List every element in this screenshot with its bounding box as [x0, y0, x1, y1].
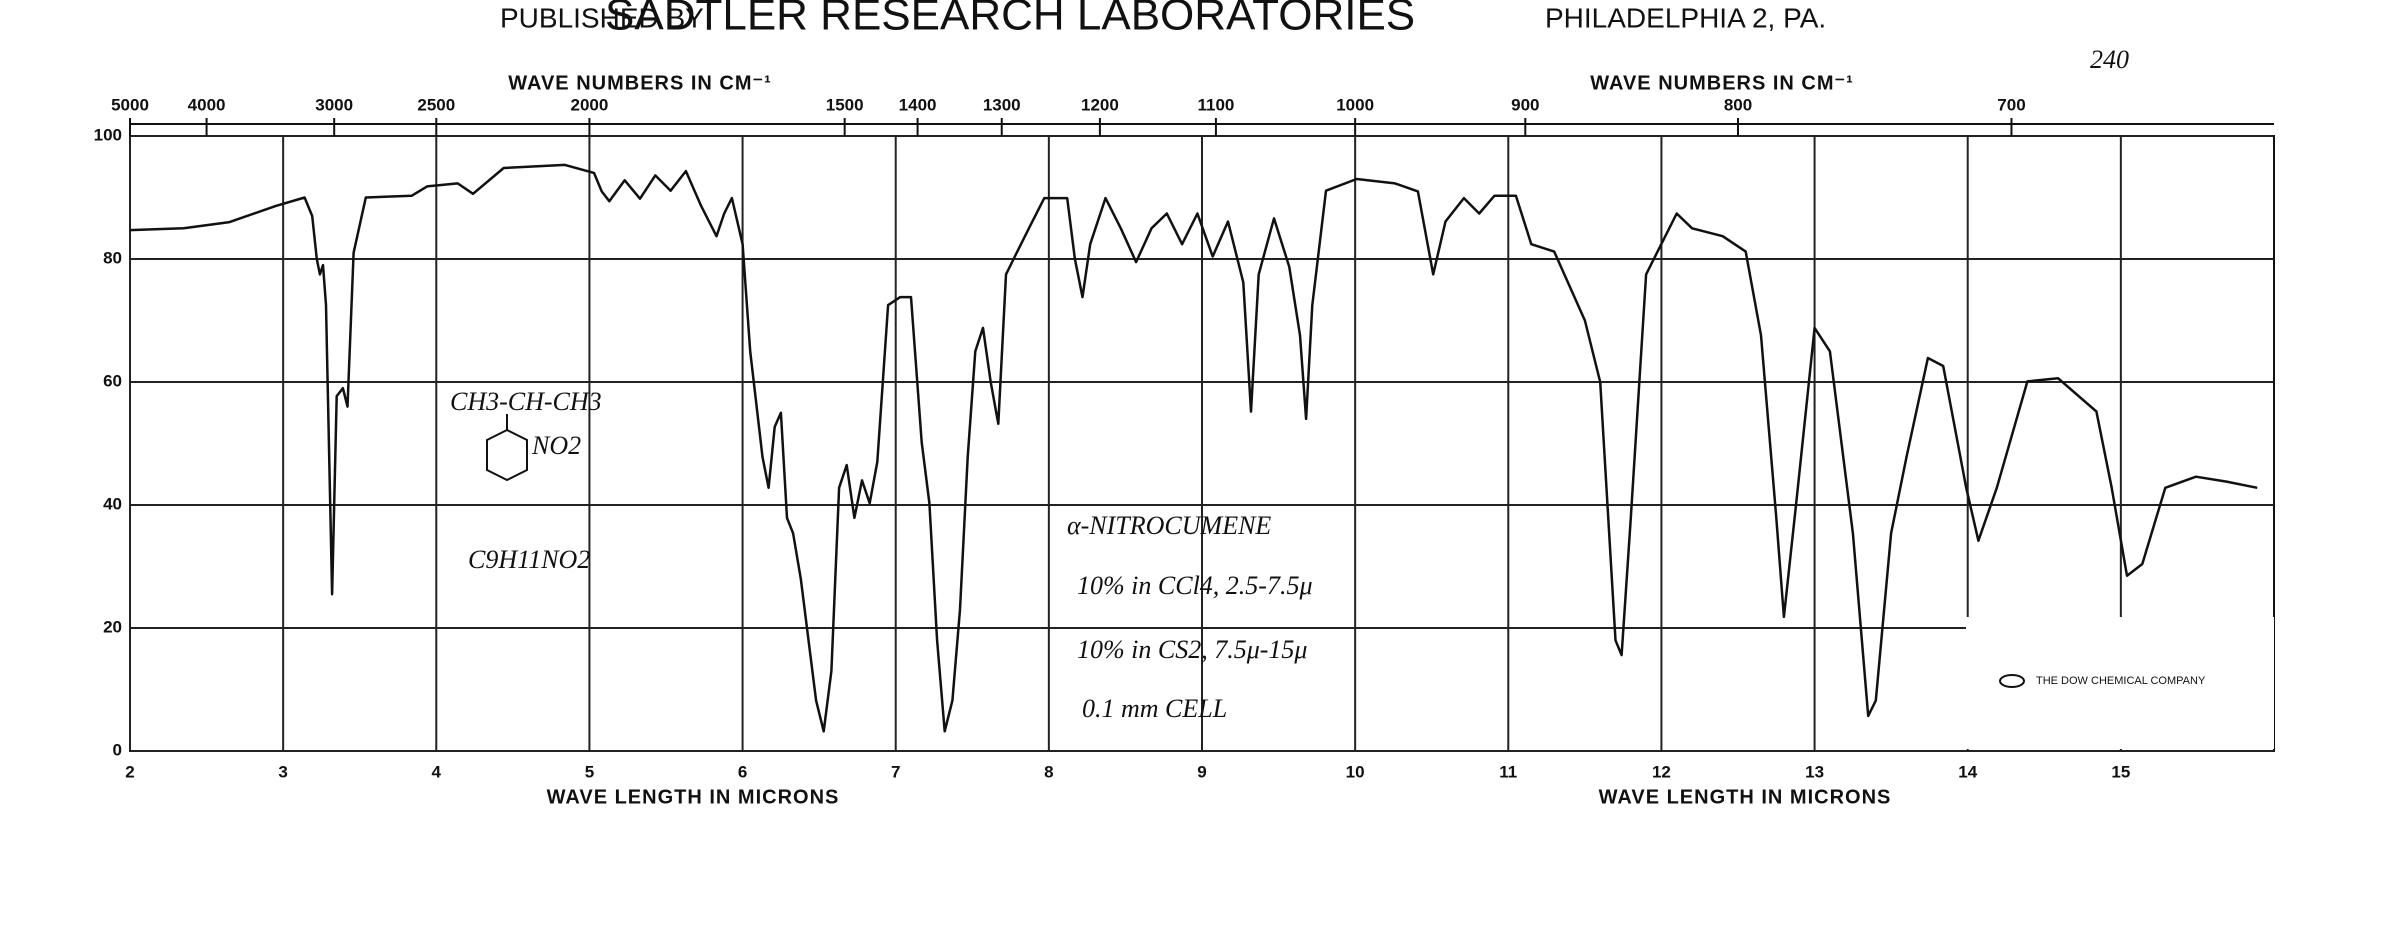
logo-text: THE DOW CHEMICAL COMPANY — [2036, 675, 2206, 687]
x2-tick-label: 1200 — [1081, 95, 1119, 114]
y-tick-label: 60 — [103, 371, 122, 390]
x-tick-label: 15 — [2111, 762, 2130, 781]
x2-tick-label: 5000 — [111, 95, 149, 114]
solvent-note: 10% in CCl4, 2.5-7.5μ — [1077, 571, 1313, 600]
benzene-ring — [486, 428, 528, 482]
compound-name: α-NITROCUMENE — [1067, 511, 1271, 540]
x-tick-label: 13 — [1805, 762, 1824, 781]
x-tick-label: 5 — [585, 762, 594, 781]
structure: CH3-CH-CH3 — [450, 387, 602, 416]
spectrum-line — [129, 163, 2258, 733]
x-tick-label: 12 — [1652, 762, 1671, 781]
formula: C9H11NO2 — [468, 545, 590, 574]
x-tick-label: 6 — [738, 762, 747, 781]
logo-box — [1966, 617, 2274, 749]
y-tick-label: 80 — [103, 248, 122, 267]
x-tick-label: 14 — [1958, 762, 1977, 781]
y-tick-label: 100 — [94, 125, 122, 144]
cell-note: 0.1 mm CELL — [1082, 694, 1227, 723]
x2-tick-label: 1300 — [983, 95, 1021, 114]
x-tick-label: 4 — [432, 762, 442, 781]
header-small: PHILADELPHIA 2, PA. — [1545, 2, 1826, 33]
y-tick-label: 40 — [103, 494, 122, 513]
x2-tick-label: 1000 — [1336, 95, 1374, 114]
x2-tick-label: 2000 — [571, 95, 609, 114]
y-tick-label: 0 — [113, 740, 122, 759]
x-axis-label: WAVE LENGTH IN MICRONS — [547, 786, 840, 808]
x-tick-label: 2 — [125, 762, 134, 781]
x-axis-label: WAVE LENGTH IN MICRONS — [1599, 786, 1892, 808]
x-tick-label: 9 — [1197, 762, 1206, 781]
header-small: PUBLISHED BY — [500, 2, 704, 33]
x-tick-label: 7 — [891, 762, 900, 781]
x-tick-label: 10 — [1346, 762, 1365, 781]
plot: 0 20 40 60 80 100 2 3 4 5 6 7 8 9 10 11 12 13 14 15 5000 4000… — [94, 72, 2275, 808]
logo-mark — [1999, 674, 2025, 688]
x2-tick-label: 3000 — [315, 95, 353, 114]
header-title: SADTLER RESEARCH LABORATORIES — [605, 0, 1415, 40]
sheet-number: 240 — [2090, 45, 2129, 74]
y-tick-label: 20 — [103, 617, 122, 636]
x-tick-label: 11 — [1499, 762, 1517, 781]
x2-tick-label: 4000 — [188, 95, 226, 114]
x2-tick-label: 1400 — [899, 95, 937, 114]
x-tick-label: 3 — [278, 762, 287, 781]
solvent-note: 10% in CS2, 7.5μ-15μ — [1077, 635, 1307, 664]
x2-tick-label: 1100 — [1197, 95, 1234, 114]
structure: NO2 — [531, 431, 581, 460]
x2-tick-label: 900 — [1511, 95, 1539, 114]
x2-axis-label: WAVE NUMBERS IN CM⁻¹ — [1590, 72, 1854, 94]
x2-axis-label: WAVE NUMBERS IN CM⁻¹ — [508, 72, 772, 94]
x2-tick-label: 1500 — [826, 95, 864, 114]
x-tick-label: 8 — [1044, 762, 1053, 781]
x2-tick-label: 2500 — [417, 95, 455, 114]
x2-tick-label: 800 — [1724, 95, 1752, 114]
x2-tick-label: 700 — [1997, 95, 2025, 114]
